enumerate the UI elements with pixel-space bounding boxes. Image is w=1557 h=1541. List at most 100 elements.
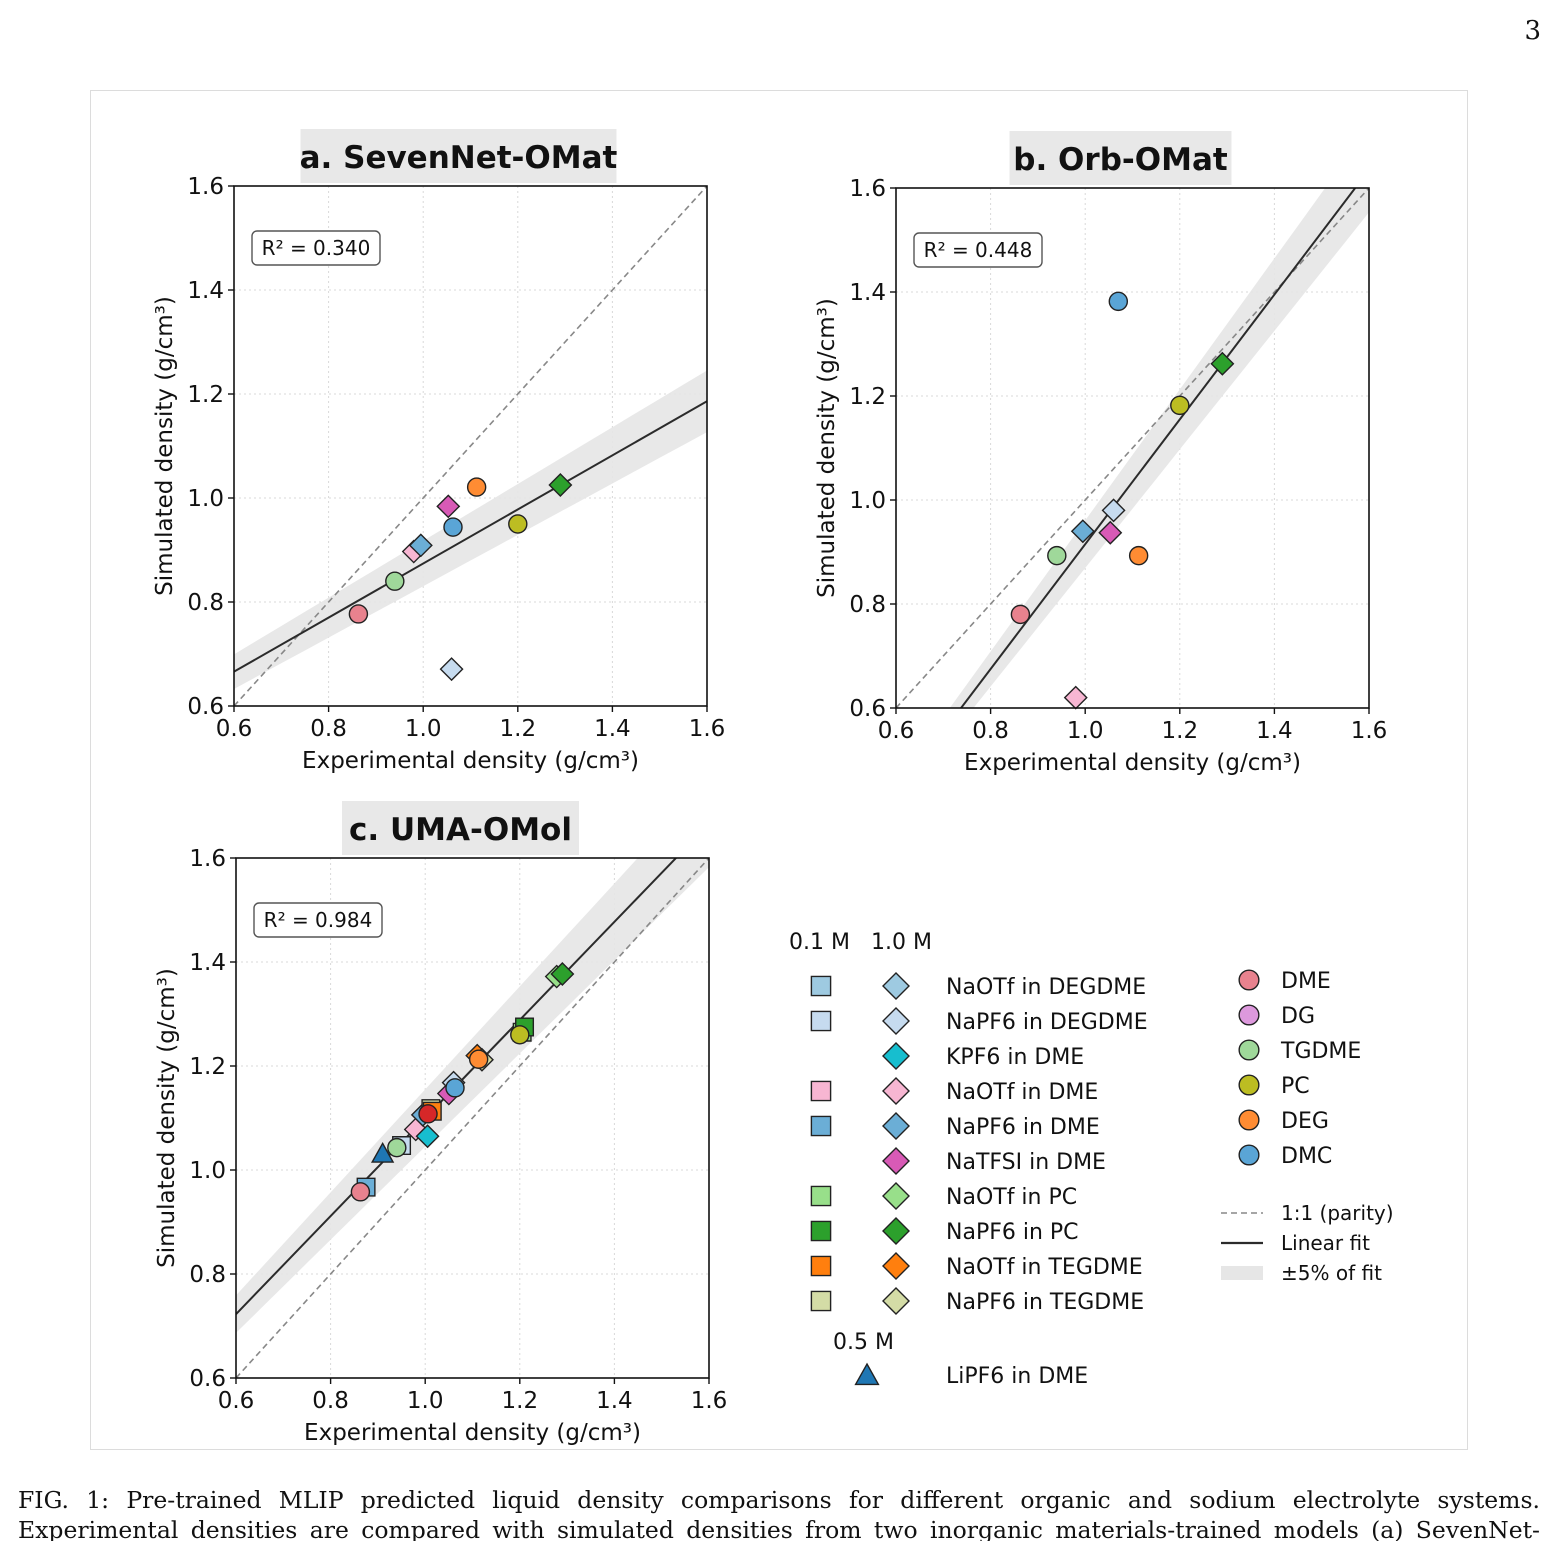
title-box [1009,131,1232,185]
legend-band-swatch [1221,1266,1263,1280]
legend-label: NaOTf in DEGDME [946,975,1146,1000]
data-point [550,961,575,986]
y-tick-label: 0.8 [849,592,886,618]
x-tick-label: 1.4 [1256,718,1293,744]
legend-label: DMC [1281,1144,1332,1169]
data-point [1210,351,1235,376]
x-tick-label: 0.6 [218,1388,255,1414]
x-tick-label: 1.2 [500,716,537,742]
legend-label: NaOTf in TEGDME [946,1255,1143,1280]
x-axis-label: Experimental density (g/cm³) [964,750,1301,776]
data-point [385,571,405,591]
legend-square-marker [810,1220,832,1242]
parity-line [236,858,709,1378]
chart-title: b. Orb-OMat [1013,142,1228,178]
legend-circle-marker [1238,969,1260,991]
x-tick-label: 0.6 [216,716,253,742]
legend-label: ±5% of fit [1281,1261,1382,1285]
data-point [1108,291,1129,312]
chart-title: c. UMA-OMol [349,812,572,848]
data-point [443,517,463,537]
fit-line [959,188,1357,708]
data-point [1170,395,1190,416]
y-tick-label: 1.2 [849,384,886,410]
legend-diamond-marker [882,1287,910,1315]
legend-label: DME [1281,969,1331,994]
r2-box [913,232,1043,268]
plot-area [236,858,709,1378]
r2-label: R² = 0.984 [264,908,373,932]
legend-label: NaOTf in DME [946,1080,1098,1105]
data-point [1101,498,1126,523]
y-tick-label: 0.8 [187,590,224,616]
legend-square-marker [810,1080,832,1102]
legend-square-marker [810,975,832,997]
r2-box [253,902,383,938]
page-number: 3 [1524,16,1541,46]
panel-1: 0.60.6 0.8 0.8 1.0 1.0 1.2 1.2 1.4 1.4 1.6 1.6 Expe… [152,129,725,774]
legend-circle-marker [1238,1144,1260,1166]
legend-circle-marker [1238,1109,1260,1131]
plot-area [896,188,1369,708]
y-axis-label: Simulated density (g/cm³) [814,298,840,598]
axes-frame [895,187,1370,709]
figure-caption: FIG. 1: Pre-trained MLIP predicted liqui… [18,1486,1540,1541]
data-point [1128,545,1149,566]
legend-circle-marker [1238,1039,1260,1061]
data-point [408,533,433,558]
data-point [436,494,461,519]
data-point [548,473,573,497]
data-point [370,1141,395,1163]
data-point [387,1137,407,1158]
x-tick-label: 1.6 [1351,718,1388,744]
legend-diamond-marker [882,1042,910,1070]
figure-canvas: 0.60.60.80.81.01.01.21.21.41.41.61.6Expe… [152,129,1394,1446]
y-tick-label: 1.6 [189,846,226,872]
x-tick-label: 1.2 [1162,718,1199,744]
legend-label: DG [1281,1004,1315,1029]
x-tick-label: 0.8 [310,716,347,742]
legend-diamond-marker [882,972,910,1000]
legend-label: TGDME [1280,1039,1361,1064]
data-point [348,604,369,624]
x-tick-label: 0.8 [972,718,1009,744]
legend-square-marker [810,1185,832,1207]
y-tick-label: 1.0 [849,488,886,514]
data-point [510,1025,530,1045]
legend-diamond-marker [882,1182,910,1210]
legend-label: PC [1281,1074,1310,1099]
data-point [439,657,464,682]
y-tick-label: 1.4 [189,950,226,976]
legend-header-1.0m: 1.0 M [871,930,932,955]
x-tick-label: 1.2 [502,1388,539,1414]
data-point [508,514,528,534]
y-tick-label: 1.0 [187,486,224,512]
y-tick-label: 1.2 [189,1054,226,1080]
y-axis-label: Simulated density (g/cm³) [152,296,178,596]
x-tick-label: 0.6 [878,718,915,744]
y-axis-label: Simulated density (g/cm³) [154,968,180,1268]
fit-line [234,400,707,673]
legend-label: 1:1 (parity) [1281,1201,1394,1225]
legend-label: LiPF6 in DME [946,1364,1088,1389]
legend: 0.1 M 1.0 M NaOTf in DEGDME NaPF6 in DEGDME… [789,930,1394,1389]
title-box [342,801,579,855]
y-tick-label: 0.8 [189,1262,226,1288]
legend-square-marker [810,1010,832,1032]
title-box [300,129,617,183]
x-axis-label: Experimental density (g/cm³) [304,1420,641,1446]
panel-3: 0.60.6 0.8 0.8 1.0 1.0 1.2 1.2 1.4 1.4 1.6 1.6 Expe… [154,801,727,1446]
fit-band [949,188,1369,708]
data-point [418,1104,438,1124]
y-tick-label: 1.6 [187,174,224,200]
legend-circle-marker [1238,1004,1260,1026]
data-point [445,1078,465,1098]
x-tick-label: 1.4 [596,1388,633,1414]
legend-header-0.5m: 0.5 M [833,1330,894,1355]
data-point [468,1049,489,1069]
r2-label: R² = 0.340 [262,236,371,260]
parity-line [234,186,707,706]
data-point [1098,520,1123,545]
y-tick-label: 1.2 [187,382,224,408]
y-tick-label: 0.6 [849,696,886,722]
